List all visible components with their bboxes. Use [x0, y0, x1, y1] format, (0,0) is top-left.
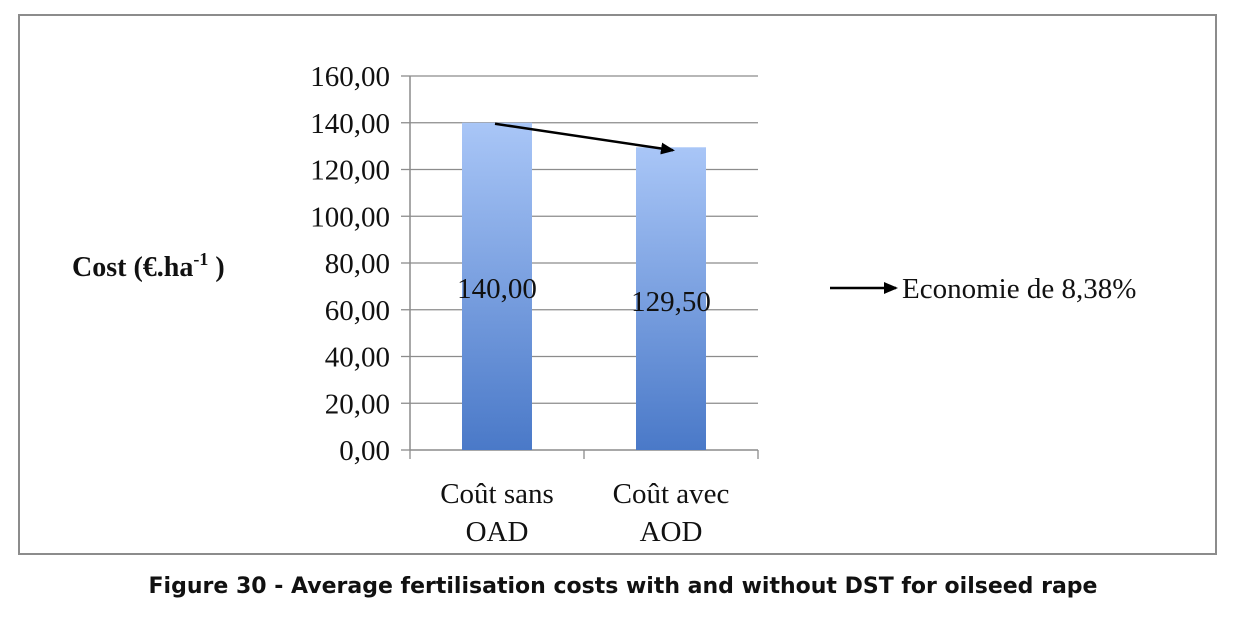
y-tick-label: 40,00 [325, 342, 390, 374]
y-tick-label: 60,00 [325, 295, 390, 327]
y-tick-label: 20,00 [325, 388, 390, 420]
legend: Economie de 8,38% [830, 273, 1136, 305]
legend-label: Economie de 8,38% [902, 273, 1136, 305]
x-category-label: Coût sans [440, 478, 554, 510]
y-tick-label: 0,00 [339, 435, 390, 467]
bar-value-label: 140,00 [457, 273, 537, 305]
bar [462, 122, 532, 450]
bar-chart: 0,00 20,00 40,00 60,00 80,00 100,00 120,00 140,… [72, 61, 1136, 548]
bar [636, 147, 706, 450]
x-category-label: OAD [466, 516, 529, 548]
y-axis-label: Cost (€.ha-1 ) [72, 249, 225, 283]
y-tick-label: 120,00 [310, 155, 390, 187]
y-tick-label: 100,00 [310, 201, 390, 233]
figure-caption: Figure 30 - Average fertilisation costs … [148, 574, 1098, 599]
y-tick-label: 160,00 [310, 61, 390, 93]
labels: 0,00 20,00 40,00 60,00 80,00 100,00 120,00 140,… [310, 61, 729, 548]
bars [462, 122, 706, 450]
x-category-label: Coût avec [613, 478, 730, 510]
chart-frame [18, 14, 1217, 555]
bar-value-label: 129,50 [631, 286, 711, 318]
x-category-label: AOD [640, 516, 703, 548]
y-tick-label: 140,00 [310, 108, 390, 140]
y-tick-label: 80,00 [325, 248, 390, 280]
trend-arrow [494, 122, 675, 155]
